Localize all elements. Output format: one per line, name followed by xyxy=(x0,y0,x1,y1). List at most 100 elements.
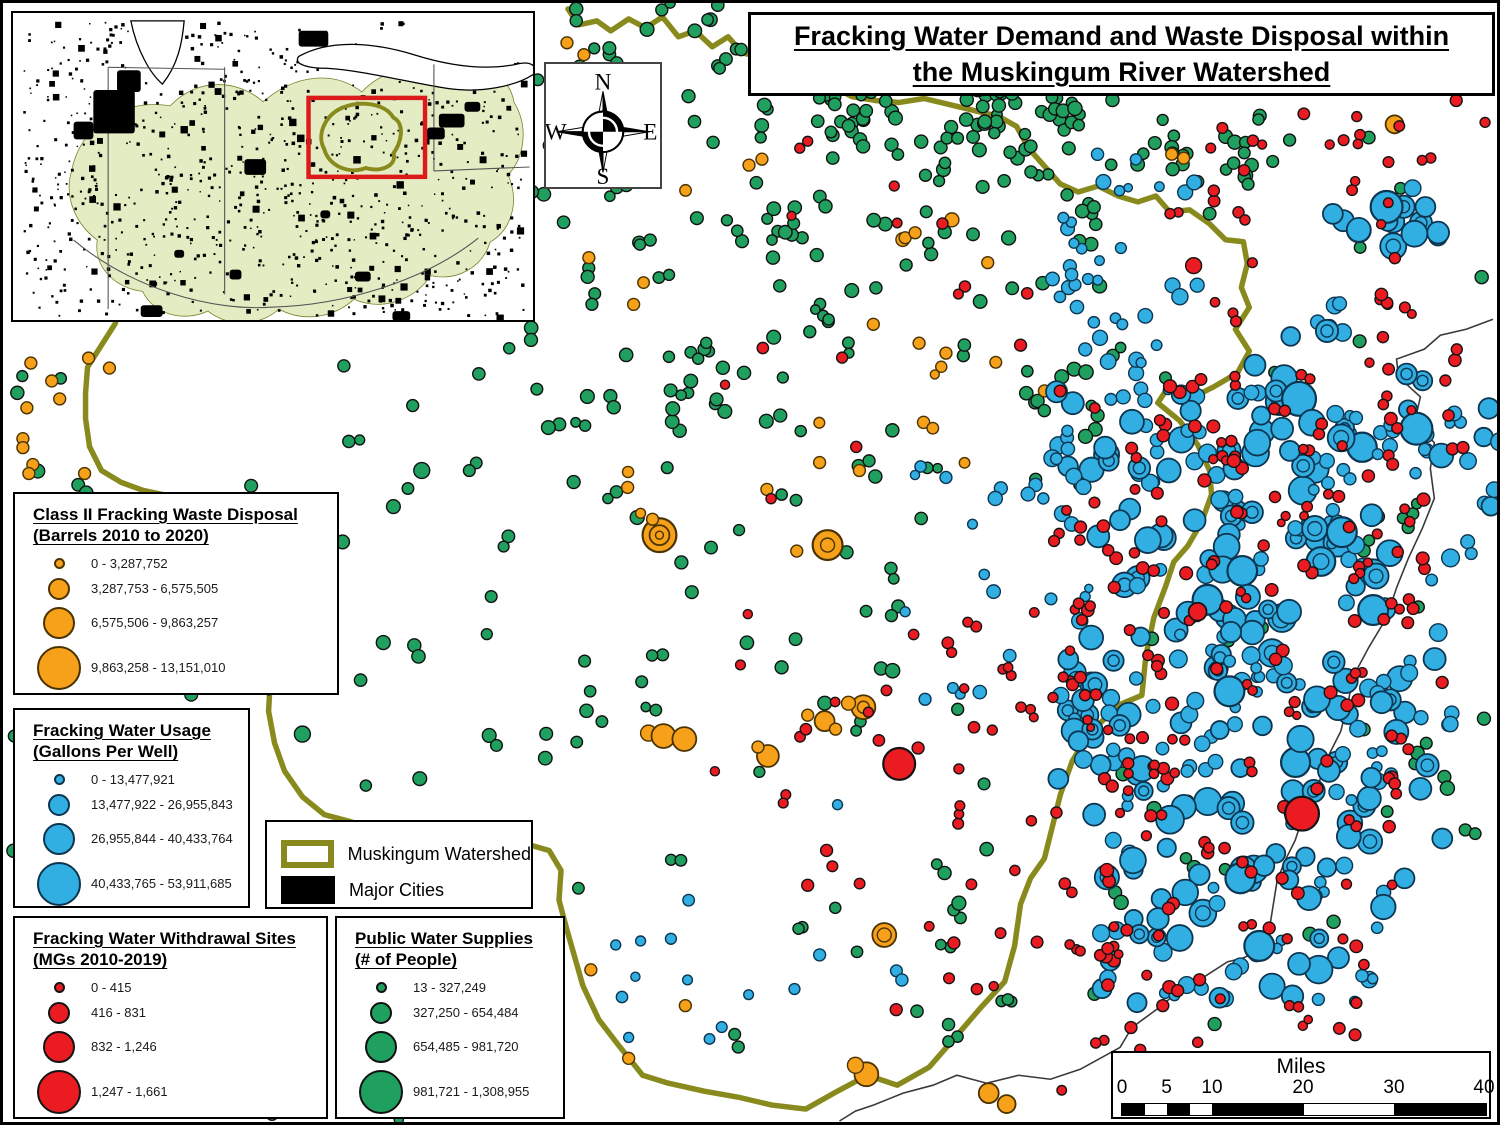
legend-row: Muskingum Watershed xyxy=(281,840,531,868)
legend-label: 26,955,844 - 40,433,764 xyxy=(91,831,233,846)
legend-waste-title: Class II Fracking Waste Disposal xyxy=(33,505,298,524)
map-title-line-1: Fracking Water Demand and Waste Disposal… xyxy=(793,20,1450,51)
state-border-line xyxy=(433,166,530,172)
legend-label: 327,250 - 654,484 xyxy=(413,1005,519,1020)
withdrawal-symbol-small-icon xyxy=(53,981,65,993)
legend-row: 40,433,765 - 53,911,685 xyxy=(33,861,248,906)
scale-bar-segment xyxy=(1395,1104,1486,1115)
public-symbol-xlarge-icon xyxy=(359,1069,403,1114)
usage-symbol-medium-icon xyxy=(48,793,70,816)
legend-label: 0 - 3,287,752 xyxy=(91,555,168,571)
legend-usage-title: Fracking Water Usage xyxy=(33,721,211,740)
legend-row: Major Cities xyxy=(281,876,531,904)
major-city-blob xyxy=(140,305,163,318)
legend-row: 3,287,753 - 6,575,505 xyxy=(33,577,337,600)
legend-row: 981,721 - 1,308,955 xyxy=(355,1069,563,1114)
legend-label: 13,477,922 - 26,955,843 xyxy=(91,797,233,812)
compass-east-label: E xyxy=(643,120,657,146)
inset-map-drawing xyxy=(14,13,533,320)
legend-row: 654,485 - 981,720 xyxy=(355,1030,563,1063)
legend-label: 0 - 415 xyxy=(91,979,132,995)
legend-waste-subtitle: (Barrels 2010 to 2020) xyxy=(33,526,209,546)
study-area-extent-rect xyxy=(306,95,428,180)
scale-bar-segment xyxy=(1213,1104,1304,1115)
public-symbol-small-icon xyxy=(375,981,387,993)
legend-row: 13,477,922 - 26,955,843 xyxy=(33,793,248,816)
legend-public-water: Public Water Supplies (# of People) 13 -… xyxy=(335,916,565,1119)
public-symbol-large-icon xyxy=(365,1030,397,1063)
compass-south-label: S xyxy=(597,164,610,187)
water-usage-dots-layer xyxy=(610,147,1497,1045)
scale-tick-label: 20 xyxy=(1292,1077,1314,1098)
inset-muskingum-boundary xyxy=(319,101,403,173)
legend-label: 0 - 13,477,921 xyxy=(91,771,175,787)
legend-row: 13 - 327,249 xyxy=(355,980,563,995)
waste-symbol-xlarge-icon xyxy=(37,645,81,690)
scale-bar: Miles 0 5 10 20 30 40 xyxy=(1111,1051,1495,1119)
legend-row: 26,955,844 - 40,433,764 xyxy=(33,822,248,855)
legend-label: 6,575,506 - 9,863,257 xyxy=(91,615,219,630)
compass-rose: N S W E xyxy=(544,62,662,189)
legend-water-usage: Fracking Water Usage (Gallons Per Well) … xyxy=(13,708,250,908)
waste-disposal-dots-layer xyxy=(16,36,1405,1114)
legend-label: 9,863,258 - 13,151,010 xyxy=(91,660,226,675)
legend-label: 3,287,753 - 6,575,505 xyxy=(91,581,219,596)
map-title-line-2: the Muskingum River Watershed xyxy=(912,57,1331,87)
legend-public-subtitle: (# of People) xyxy=(355,950,458,970)
legend-label: 416 - 831 xyxy=(91,1005,146,1020)
usage-symbol-small-icon xyxy=(53,773,65,785)
legend-public-title: Public Water Supplies xyxy=(355,929,533,948)
waste-symbol-large-icon xyxy=(43,606,75,639)
inset-speckle-texture xyxy=(23,21,528,320)
waste-symbol-small-icon xyxy=(53,557,65,569)
scale-bar-segment xyxy=(1167,1104,1191,1115)
major-city-blob xyxy=(117,70,141,92)
scale-tick-label: 5 xyxy=(1161,1077,1172,1098)
legend-row: 0 - 3,287,752 xyxy=(33,556,337,571)
legend-label: 1,247 - 1,661 xyxy=(91,1084,168,1099)
legend-label: 832 - 1,246 xyxy=(91,1039,157,1054)
major-city-blob xyxy=(73,121,94,140)
legend-label: Muskingum Watershed xyxy=(347,843,531,864)
scale-tick-label: 40 xyxy=(1473,1077,1495,1098)
scale-bar-segments xyxy=(1121,1103,1487,1116)
usage-symbol-large-icon xyxy=(43,822,75,855)
major-city-blob xyxy=(354,271,371,282)
major-city-blob xyxy=(298,30,329,47)
major-city-blob xyxy=(174,249,185,258)
withdrawal-symbol-xlarge-icon xyxy=(37,1069,81,1114)
scale-bar-units-label: Miles xyxy=(1276,1055,1326,1078)
legend-row: 1,247 - 1,661 xyxy=(33,1069,326,1114)
legend-row: 0 - 415 xyxy=(33,980,326,995)
legend-row: 832 - 1,246 xyxy=(33,1030,326,1063)
scale-bar-segment xyxy=(1122,1104,1145,1115)
compass-star-icon xyxy=(556,91,650,173)
legend-withdrawal-title: Fracking Water Withdrawal Sites xyxy=(33,929,296,948)
legend-usage-subtitle: (Gallons Per Well) xyxy=(33,742,179,762)
scale-bar-segment xyxy=(1304,1104,1395,1115)
legend-label: 40,433,765 - 53,911,685 xyxy=(91,876,232,891)
legend-label: 981,721 - 1,308,955 xyxy=(413,1084,530,1099)
watershed-outline-swatch-icon xyxy=(281,840,334,868)
compass-north-label: N xyxy=(595,69,612,95)
major-city-blob xyxy=(438,113,465,128)
muskingum-watershed-boundary xyxy=(82,6,1253,1112)
major-city-blob xyxy=(320,210,331,219)
state-border-line xyxy=(108,66,225,70)
legend-label: Major Cities xyxy=(349,879,445,900)
withdrawal-symbol-medium-icon xyxy=(48,1001,70,1024)
legend-withdrawal-subtitle: (MGs 2010-2019) xyxy=(33,950,168,970)
scale-tick-label: 30 xyxy=(1383,1077,1405,1098)
lake-shape xyxy=(296,43,533,91)
major-city-blob xyxy=(392,311,411,320)
scale-tick-label: 0 xyxy=(1116,1077,1128,1098)
major-city-blob xyxy=(229,269,242,280)
withdrawal-symbol-large-icon xyxy=(43,1030,75,1063)
legend-row: 0 - 13,477,921 xyxy=(33,772,248,787)
state-border-line xyxy=(73,237,479,309)
major-city-blob xyxy=(244,159,267,175)
inset-overview-map xyxy=(11,11,535,322)
scale-tick-label: 10 xyxy=(1201,1077,1223,1098)
legend-row: 9,863,258 - 13,151,010 xyxy=(33,645,337,690)
